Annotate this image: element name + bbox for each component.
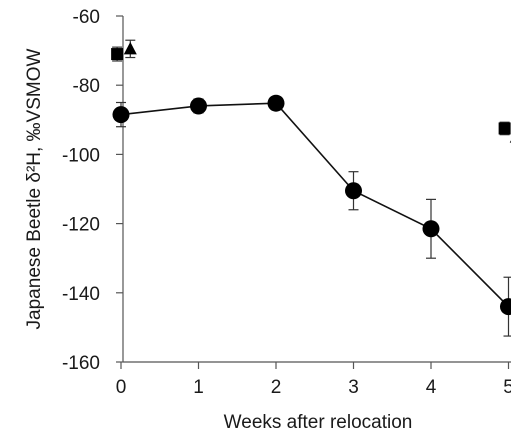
x-tick-label: 3 xyxy=(348,377,359,398)
x-axis-label: Weeks after relocation xyxy=(224,412,413,433)
y-tick-label: -100 xyxy=(62,145,100,166)
data-point xyxy=(422,220,440,238)
x-tick-label: 0 xyxy=(116,377,127,398)
series-line xyxy=(120,102,510,308)
data-point xyxy=(345,182,362,200)
data-point xyxy=(500,298,511,316)
y-tick-label: -80 xyxy=(73,76,100,97)
x-tick-label: 4 xyxy=(426,377,437,398)
y-tick-label: -60 xyxy=(73,7,100,28)
y-tick-label: -140 xyxy=(62,284,100,305)
data-point xyxy=(111,48,124,61)
x-axis-ticks: 0 1 2 3 4 5 xyxy=(116,362,511,398)
data-point xyxy=(498,122,511,135)
data-point xyxy=(190,97,207,115)
series-square xyxy=(111,46,511,136)
y-tick-label: -160 xyxy=(62,353,100,374)
data-point xyxy=(123,41,137,55)
data-point xyxy=(112,106,130,124)
y-tick-label: -120 xyxy=(62,215,100,236)
plot-area xyxy=(111,39,511,337)
y-axis-ticks: -60 -80 -100 -120 -140 -160 xyxy=(62,7,123,374)
x-tick-label: 2 xyxy=(271,377,282,398)
y-axis-label: Japanese Beetle δ²H, ‰VSMOW xyxy=(24,48,45,329)
x-tick-label: 1 xyxy=(193,377,204,398)
x-tick-label: 5 xyxy=(503,377,511,398)
data-point xyxy=(267,94,285,112)
series-triangle xyxy=(123,39,511,143)
series-circle xyxy=(112,94,511,337)
